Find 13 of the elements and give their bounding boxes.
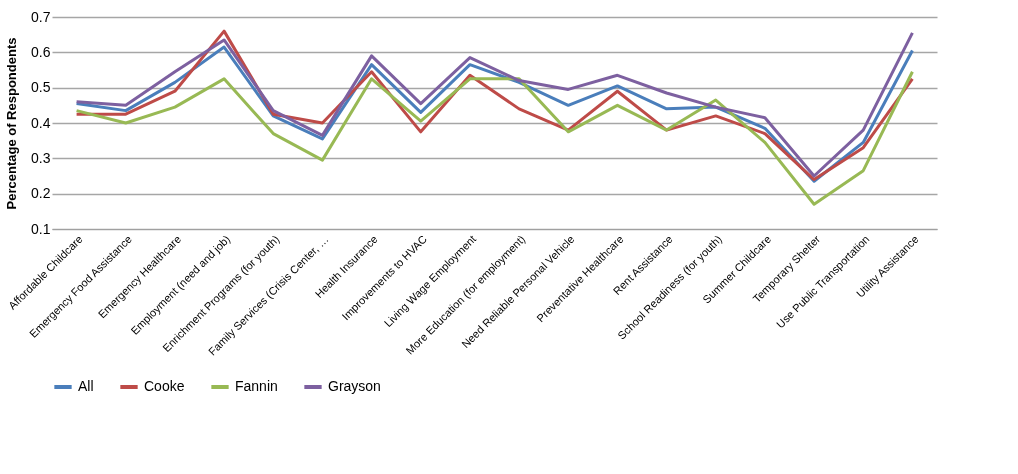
y-tick-label: 0.2: [31, 185, 51, 202]
y-tick-label: 0.6: [31, 43, 51, 60]
y-tick-label: 0.4: [31, 114, 51, 131]
y-tick-label: 0.1: [31, 220, 51, 237]
line-series: [75, 70, 914, 206]
legend-label: All: [78, 378, 94, 394]
legend-label: Cooke: [144, 378, 185, 394]
legend-label: Fannin: [235, 378, 278, 394]
y-tick-label: 0.3: [31, 149, 51, 166]
y-axis-title: Percentage of Respondents: [4, 37, 20, 210]
legend-label: Grayson: [328, 378, 381, 394]
y-tick-label: 0.7: [31, 8, 51, 25]
y-tick-label: 0.5: [31, 79, 51, 96]
